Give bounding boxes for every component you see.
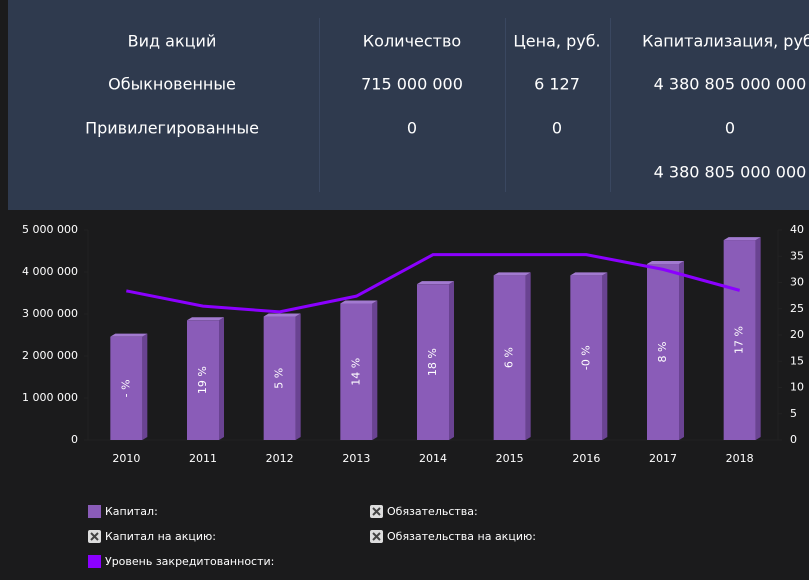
legend-label: Обязательства:	[387, 505, 478, 518]
y-tick-label: 5 000 000	[22, 223, 78, 236]
column-separator	[319, 18, 320, 192]
bar	[570, 275, 603, 440]
table-cell: 4 380 805 000 000	[653, 162, 807, 182]
table-cell: Вид акций	[127, 31, 217, 51]
bar-side	[372, 300, 378, 440]
y-tick-label: 2 000 000	[22, 349, 78, 362]
bar	[263, 316, 296, 440]
legend-label: Обязательства на акцию:	[387, 530, 536, 543]
bar-top	[570, 272, 608, 276]
legend-label: Капитал на акцию:	[105, 530, 216, 543]
legend-item[interactable]: Капитал на акцию:	[88, 530, 216, 543]
x-tick-label: 2013	[342, 452, 370, 465]
bar-side	[602, 272, 608, 440]
legend-item[interactable]: Обязательства:	[370, 505, 478, 518]
bar-top	[263, 313, 301, 317]
bar-side	[755, 237, 761, 440]
bar-top	[187, 317, 224, 321]
bar-label: - %	[119, 379, 132, 397]
y2-tick-label: 25	[790, 302, 804, 315]
table-cell: Обыкновенные	[108, 74, 236, 94]
bar-top	[340, 300, 378, 304]
x-tick-label: 2018	[726, 452, 754, 465]
y2-tick-label: 0	[790, 433, 797, 446]
table-cell: 715 000 000	[361, 74, 463, 94]
bar	[110, 336, 143, 440]
y2-tick-label: 40	[790, 223, 804, 236]
x-tick-label: 2011	[189, 452, 217, 465]
legend-label: Капитал:	[105, 505, 158, 518]
bar	[417, 284, 449, 440]
legend-label: Уровень закредитованности:	[105, 555, 274, 568]
x-tick-label: 2015	[496, 452, 524, 465]
bar-top	[417, 281, 454, 285]
chart: 0 1 000 000 2 000 000 3 000 000 4 000 000 5 0…	[22, 223, 804, 568]
y-tick-label: 4 000 000	[22, 265, 78, 278]
bar-label: 8 %	[656, 342, 669, 363]
table-cell: 0	[551, 118, 563, 138]
bar-side	[449, 281, 454, 440]
column-separator	[610, 18, 611, 192]
y2-tick-label: 20	[790, 328, 804, 341]
line-series	[126, 253, 741, 314]
legend-item[interactable]: Обязательства на акцию:	[370, 530, 536, 543]
bar-label: 14 %	[349, 358, 362, 386]
x-tick-label: 2014	[419, 452, 447, 465]
table-cell: Цена, руб.	[513, 31, 601, 51]
x-tick-label: 2016	[572, 452, 600, 465]
bar-side	[525, 272, 531, 440]
legend-icon-cross	[372, 532, 381, 541]
bar-label: 6 %	[503, 347, 516, 368]
bar-side	[679, 261, 684, 440]
x-tick-label: 2012	[266, 452, 294, 465]
y2-tick-label: 5	[790, 407, 797, 420]
shares-table: Вид акций Количество Цена, руб. Капитализац…	[8, 0, 809, 210]
x-tick-label: 2017	[649, 452, 677, 465]
table-cell: 6 127	[534, 74, 580, 94]
legend-item[interactable]: Капитал:	[88, 505, 158, 518]
bar-label: -0 %	[579, 345, 592, 370]
bar-top	[647, 261, 684, 265]
x-tick-label: 2010	[112, 452, 140, 465]
table-cell: 4 380 805 000 000	[653, 74, 807, 94]
bar-side	[142, 333, 148, 440]
table-cell: 0	[406, 118, 418, 138]
bar	[340, 303, 373, 440]
bar	[187, 320, 219, 440]
bar-top	[723, 237, 761, 241]
bar	[647, 264, 679, 440]
table-cell: 0	[724, 118, 736, 138]
legend-swatch	[88, 555, 101, 568]
legend-icon-cross	[90, 532, 99, 541]
y2-tick-label: 30	[790, 276, 804, 289]
y2-tick-label: 10	[790, 381, 804, 394]
legend-icon-cross	[372, 507, 381, 516]
bar-label: 5 %	[273, 368, 286, 389]
bar-label: 17 %	[733, 326, 746, 354]
table-cell: Количество	[362, 31, 462, 51]
y-tick-label: 0	[71, 433, 78, 446]
bar-top	[493, 272, 531, 276]
bar-top	[110, 333, 148, 337]
bar-side	[295, 313, 301, 440]
bar-side	[219, 317, 224, 440]
legend-swatch	[88, 505, 101, 518]
bar-label: 19 %	[196, 366, 209, 394]
column-separator	[505, 18, 506, 192]
y2-tick-label: 15	[790, 354, 804, 367]
bar-label: 18 %	[426, 348, 439, 376]
table-cell: Привилегированные	[85, 118, 259, 138]
table-cell: Капитализация, руб.	[642, 31, 809, 51]
y-tick-label: 3 000 000	[22, 307, 78, 320]
y2-tick-label: 35	[790, 249, 804, 262]
bar	[493, 275, 526, 440]
bar	[723, 240, 756, 440]
legend-item[interactable]: Уровень закредитованности:	[88, 555, 274, 568]
y-tick-label: 1 000 000	[22, 391, 78, 404]
